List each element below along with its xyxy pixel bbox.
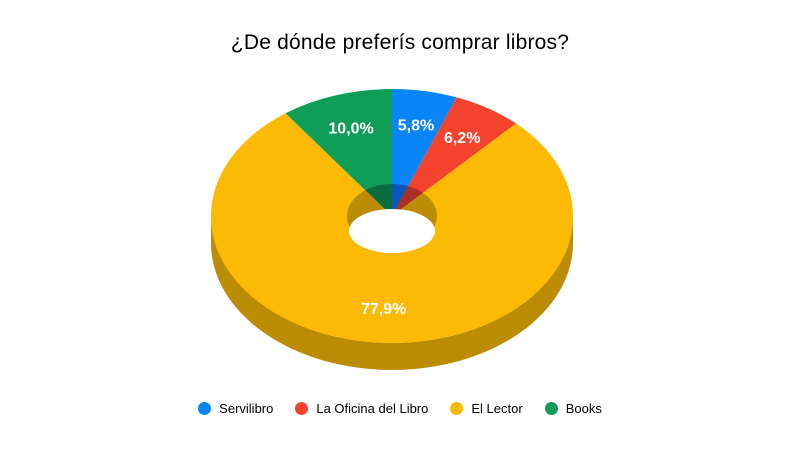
- slice-label-servilibro: 5,8%: [398, 117, 434, 134]
- legend-item-el-lector: El Lector: [450, 401, 523, 416]
- donut-side-rim: [211, 216, 573, 370]
- legend-item-servilibro: Servilibro: [198, 401, 273, 416]
- legend-item-books: Books: [544, 401, 602, 416]
- slice-servilibro: [392, 89, 457, 216]
- hole-wall-servilibro: [392, 183, 409, 216]
- legend-label-servilibro: Servilibro: [219, 401, 274, 416]
- hole-bottom: [349, 209, 435, 253]
- slice-la-oficina-del-libro: [392, 97, 516, 216]
- legend: Servilibro La Oficina del Libro El Lector B…: [0, 401, 800, 416]
- hole-wall-books: [365, 183, 392, 216]
- slice-books: [285, 89, 392, 216]
- slice-labels: 5,8% 6,2% 77,9% 10,0%: [328, 117, 480, 318]
- chart-title: ¿De dónde preferís comprar libros?: [230, 31, 570, 54]
- legend-item-la-oficina-del-libro: La Oficina del Libro: [295, 401, 428, 416]
- slice-side-el-lector: [211, 216, 573, 370]
- slice-label-la-oficina-del-libro: 6,2%: [444, 130, 480, 147]
- legend-label-el-lector: El Lector: [471, 401, 523, 416]
- donut-hole: [346, 183, 437, 253]
- legend-label-books: Books: [565, 401, 602, 416]
- legend-dot-la-oficina-del-libro: [295, 402, 309, 415]
- hole-wall-la-oficina-del-libro: [392, 186, 423, 216]
- legend-dot-el-lector: [450, 402, 464, 415]
- legend-dot-books: [544, 402, 558, 415]
- legend-label-la-oficina-del-libro: La Oficina del Libro: [316, 401, 429, 416]
- slice-label-books: 10,0%: [328, 120, 373, 137]
- legend-dot-servilibro: [198, 402, 212, 415]
- slice-label-el-lector: 77,9%: [361, 301, 406, 318]
